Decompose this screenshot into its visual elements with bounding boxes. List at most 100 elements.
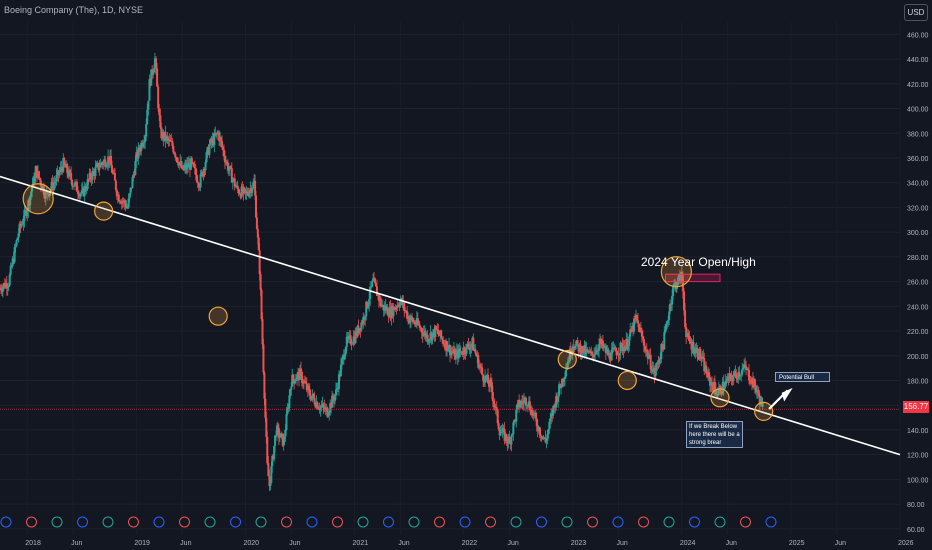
candle-body [705, 365, 708, 374]
candle-body [256, 228, 259, 238]
candle-body [75, 181, 78, 192]
touch-circle [660, 256, 692, 288]
candle-body [761, 402, 764, 407]
candle-body [218, 132, 221, 142]
candle-body [398, 306, 401, 308]
candle-body [71, 180, 74, 186]
symbol-title: Boeing Company (The), 1D, NYSE [4, 5, 144, 15]
event-marker [408, 516, 420, 528]
candle-body [636, 320, 639, 324]
candle-body [21, 224, 24, 226]
candle-body [442, 339, 445, 344]
candle-body [733, 371, 736, 377]
currency-button[interactable]: USD [904, 4, 928, 21]
event-marker [663, 516, 675, 528]
candle-body [586, 348, 589, 351]
y-tick-label: 380.00 [907, 131, 929, 138]
candle-body [403, 302, 406, 311]
candle-body [458, 348, 461, 352]
candle-body [379, 298, 382, 306]
x-tick-label: 2020 [243, 540, 259, 547]
candle-body [300, 371, 303, 383]
candle-body [477, 354, 480, 368]
candle-body [392, 306, 395, 317]
candle-body [649, 354, 652, 370]
candle-body [646, 350, 649, 359]
event-marker [434, 516, 445, 528]
candle-body [351, 343, 354, 345]
candle-body [106, 164, 109, 167]
x-tick-label: Jun [726, 540, 737, 547]
candle-body [424, 331, 427, 338]
candle-body [745, 365, 748, 370]
candle-body [457, 348, 460, 359]
candle-body [192, 163, 195, 167]
candle-body [488, 379, 491, 387]
candle-body [340, 359, 343, 365]
candle-body [673, 284, 676, 286]
candle-body [343, 354, 346, 360]
candle-body [672, 285, 675, 296]
candle-body [226, 162, 229, 171]
y-tick-label: 280.00 [907, 255, 929, 262]
candle-body [138, 147, 141, 151]
candle-body [193, 166, 196, 169]
candle-body [436, 329, 439, 331]
candle-body [742, 367, 745, 370]
y-tick-label: 440.00 [907, 57, 929, 64]
candle-body [270, 466, 273, 483]
x-tick-label: Jun [289, 540, 300, 547]
candle-body [655, 363, 658, 371]
candle-body [345, 336, 348, 347]
candle-body [279, 433, 282, 438]
candle-body [663, 332, 666, 350]
candle-body [647, 357, 650, 359]
candle-body [399, 300, 402, 307]
candle-body [227, 169, 230, 171]
candle-body [601, 340, 604, 348]
candle-body [651, 368, 654, 372]
candle-body [159, 115, 162, 128]
candle-body [441, 337, 444, 340]
candle-body [316, 402, 319, 409]
candle-body [380, 305, 383, 307]
event-marker [204, 516, 216, 528]
candle-body [20, 224, 23, 227]
candle-body [395, 307, 398, 309]
candle-body [470, 344, 473, 347]
candle-body [174, 153, 177, 158]
candle-body [685, 327, 688, 338]
candle-body [589, 350, 592, 353]
y-tick-label: 360.00 [907, 156, 929, 163]
candle-body [131, 177, 134, 189]
candle-body [30, 191, 33, 196]
candle-body [602, 346, 605, 348]
candle-body [642, 339, 645, 346]
candle-body [120, 201, 123, 204]
candle-body [237, 189, 240, 194]
candle-body [681, 275, 684, 292]
touch-circle [617, 370, 637, 391]
candle-body [401, 298, 404, 306]
candle-body [278, 437, 281, 439]
candle-body [13, 247, 16, 263]
candle-body [60, 167, 63, 169]
event-marker [536, 516, 547, 528]
annotation-bull: Potential Bull [775, 372, 830, 382]
event-marker [102, 516, 114, 528]
candle-body [48, 191, 51, 197]
y-tick-label: 400.00 [907, 107, 929, 114]
candle-body [639, 327, 642, 332]
candle-body [574, 344, 577, 350]
candle-body [172, 145, 175, 153]
candle-body [213, 133, 216, 146]
candle-body [31, 187, 34, 192]
candle-body [641, 336, 644, 340]
candle-body [39, 180, 42, 187]
x-tick-label: 2024 [680, 540, 696, 547]
touch-circle [208, 306, 228, 326]
candle-body [372, 278, 375, 282]
candle-body [80, 190, 83, 194]
candle-body [657, 362, 660, 364]
